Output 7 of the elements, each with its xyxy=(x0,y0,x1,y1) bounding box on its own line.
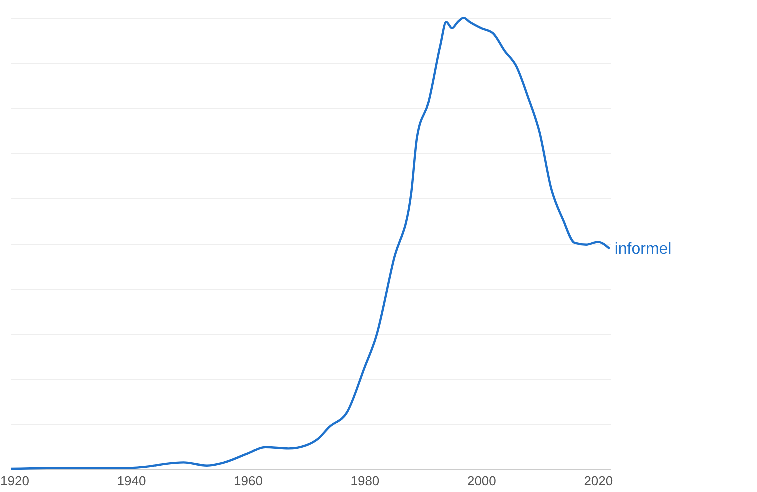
x-tick-label: 2000 xyxy=(467,474,496,488)
x-tick-label: 1980 xyxy=(350,474,380,488)
x-tick-label: 1920 xyxy=(0,474,30,488)
x-tick-label: 1940 xyxy=(117,474,146,488)
x-tick-label: 2020 xyxy=(584,474,614,488)
x-tick-label: 1960 xyxy=(234,474,263,488)
series-label: informel xyxy=(614,240,672,258)
